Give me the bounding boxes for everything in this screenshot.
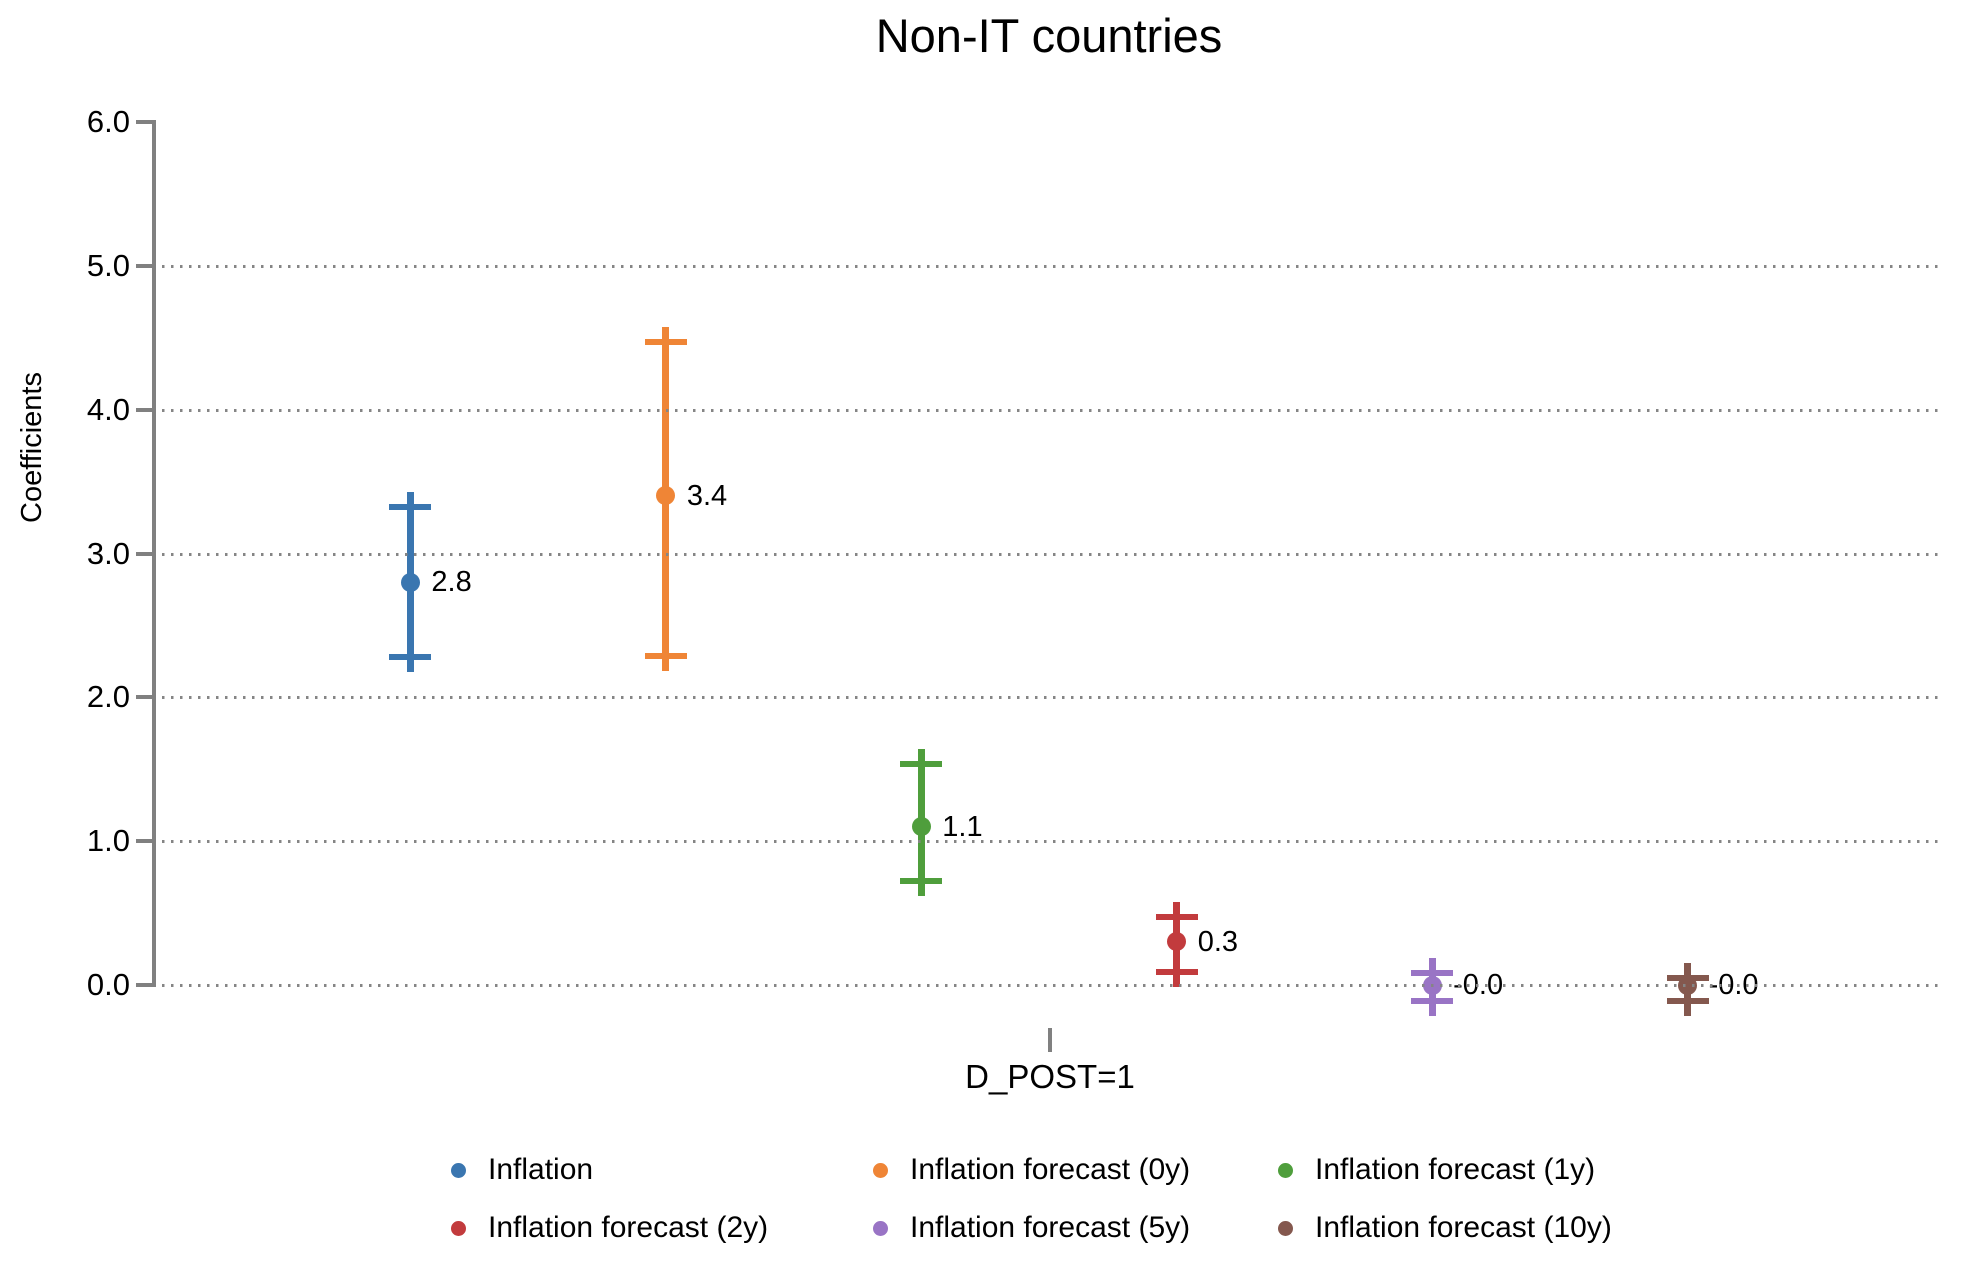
legend-marker-6	[1277, 1220, 1293, 1236]
y-tick-label-2.0: 2.0	[86, 679, 130, 715]
x-axis-label: D_POST=1	[965, 1058, 1135, 1095]
data-point-2	[656, 486, 676, 506]
y-tick-label-1.0: 1.0	[86, 823, 130, 859]
legend-marker-1	[450, 1162, 466, 1178]
y-tick-label-4.0: 4.0	[86, 391, 130, 427]
ci-cap-lower-3	[900, 878, 943, 885]
data-point-1	[400, 572, 420, 592]
x-axis-tick	[1048, 1028, 1052, 1052]
legend-label-6: Inflation forecast (10y)	[1315, 1211, 1612, 1244]
y-tick-1.0	[136, 839, 153, 844]
data-point-3	[911, 817, 931, 837]
y-tick-0.0	[136, 983, 153, 987]
gridline-y-5	[162, 264, 1943, 268]
ci-cap-upper-4	[1155, 914, 1198, 921]
gridline-y-2	[162, 696, 1943, 700]
ci-cap-upper-5	[1411, 970, 1454, 977]
legend-marker-3	[1277, 1162, 1293, 1178]
legend-marker-5	[872, 1220, 888, 1236]
y-tick-label-6.0: 6.0	[86, 104, 130, 140]
value-label-2: 3.4	[686, 479, 728, 512]
legend-label-5: Inflation forecast (5y)	[910, 1211, 1191, 1244]
ci-cap-lower-6	[1666, 997, 1709, 1004]
legend-label-3: Inflation forecast (1y)	[1315, 1153, 1596, 1186]
gridline-y-3	[162, 552, 1943, 556]
y-tick-label-5.0: 5.0	[86, 247, 130, 283]
value-label-3: 1.1	[942, 810, 983, 843]
y-tick-5.0	[136, 263, 153, 268]
legend-label-2: Inflation forecast (0y)	[910, 1153, 1191, 1186]
y-tick-label-0.0: 0.0	[86, 967, 130, 1002]
ci-cap-upper-1	[389, 504, 432, 511]
chart-title: Non-IT countries	[875, 9, 1223, 62]
y-tick-6.0	[136, 120, 153, 125]
ci-cap-lower-5	[1411, 997, 1454, 1004]
ci-cap-upper-2	[644, 339, 687, 346]
ci-cap-lower-1	[389, 654, 432, 661]
y-axis-line	[152, 120, 156, 987]
legend-marker-2	[872, 1162, 888, 1178]
legend-marker-4	[450, 1220, 466, 1236]
gridline-y-4	[162, 408, 1943, 412]
ci-cap-lower-2	[644, 652, 687, 659]
y-tick-label-3.0: 3.0	[86, 535, 130, 571]
y-tick-3.0	[136, 551, 153, 556]
legend-label-4: Inflation forecast (2y)	[488, 1211, 769, 1244]
y-tick-4.0	[136, 407, 153, 412]
data-point-4	[1167, 932, 1187, 952]
value-label-1: 2.8	[431, 566, 472, 599]
gridline-y-1	[162, 840, 1943, 844]
ci-cap-lower-4	[1155, 969, 1198, 976]
legend-label-1: Inflation	[488, 1153, 594, 1186]
y-tick-2.0	[136, 695, 153, 700]
gridline-y-0	[162, 984, 1943, 987]
ci-cap-upper-3	[900, 760, 943, 767]
value-label-4: 0.3	[1197, 925, 1239, 958]
